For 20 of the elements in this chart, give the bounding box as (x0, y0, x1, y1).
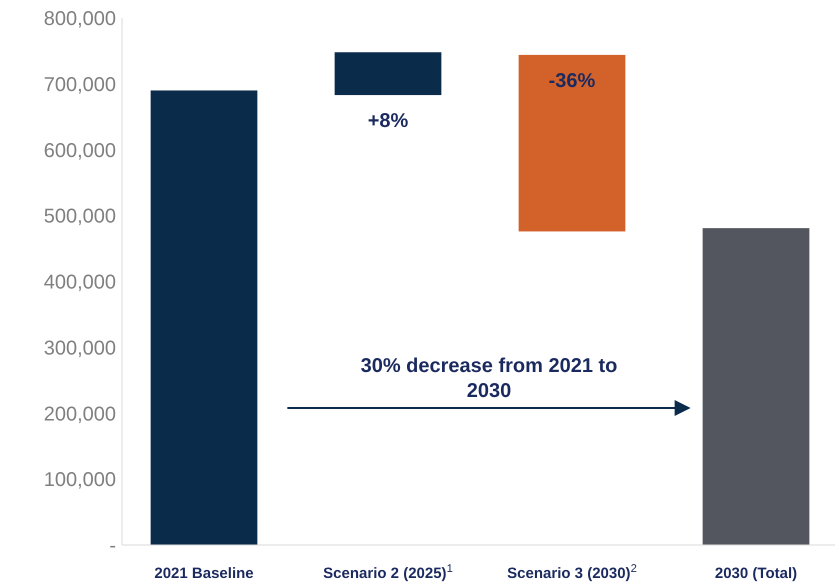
bar (702, 228, 810, 545)
bar (150, 90, 258, 545)
y-tick-label: 100,000 (44, 469, 116, 492)
bar (518, 54, 626, 232)
y-tick-label: - (109, 535, 116, 557)
bar (334, 52, 442, 96)
y-tick-label: 400,000 (44, 272, 116, 294)
y-tick-label: 500,000 (44, 206, 116, 228)
y-tick-label: 700,000 (44, 74, 116, 96)
x-tick-label: Scenario 3 (2030)$^{2}$ (507, 563, 637, 582)
y-tick-label: 600,000 (44, 140, 116, 162)
y-tick-label: 300,000 (44, 337, 116, 360)
annotation: -36% (548, 70, 596, 92)
x-tick-label: 2021 Baseline (154, 565, 254, 582)
y-tick-label: 800,000 (44, 8, 116, 30)
x-tick-label: 2030 (Total) (714, 565, 798, 582)
y-tick-label: 200,000 (44, 403, 116, 426)
annotation: +8% (368, 110, 409, 132)
annotation: 30% decrease from 2021 to 2030 (360, 355, 618, 402)
x-tick-label: Scenario 2 (2025)$^{1}$ (323, 563, 453, 582)
